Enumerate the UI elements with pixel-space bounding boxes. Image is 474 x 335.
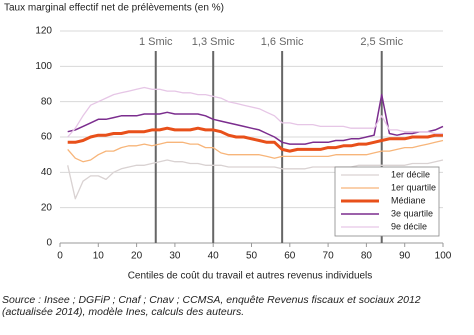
- x-tick-label: 70: [323, 251, 335, 262]
- x-tick-label: 40: [208, 251, 220, 262]
- y-tick-label: 100: [35, 61, 52, 72]
- y-tick-label: 60: [41, 132, 53, 143]
- y-tick-label: 20: [41, 202, 53, 213]
- x-tick-label: 10: [93, 251, 105, 262]
- legend-label: 9e décile: [391, 221, 427, 231]
- x-tick-label: 60: [284, 251, 296, 262]
- source-note: Source : Insee ; DGFiP ; Cnaf ; Cnav ; C…: [2, 294, 421, 318]
- x-tick-label: 30: [169, 251, 181, 262]
- legend-label: 1er décile: [391, 169, 430, 179]
- series-line: [67, 86, 443, 138]
- reference-label: 2,5 Smic: [360, 36, 403, 48]
- x-axis-title: Centiles de coût du travail et autres re…: [128, 271, 373, 282]
- series-line: [67, 139, 444, 163]
- x-tick-label: 100: [435, 251, 452, 262]
- reference-label: 1,3 Smic: [192, 36, 235, 48]
- chart: Taux marginal effectif net de prélèvemen…: [4, 3, 452, 282]
- series-line: [67, 93, 444, 145]
- reference-label: 1 Smic: [139, 36, 173, 48]
- x-tick-label: 0: [57, 251, 63, 262]
- series-line: [67, 126, 443, 153]
- y-tick-label: 0: [46, 238, 52, 249]
- y-tick-label: 80: [41, 96, 53, 107]
- y-tick-label: 120: [35, 26, 52, 37]
- x-tick-label: 80: [361, 251, 373, 262]
- y-tick-label: 40: [41, 167, 53, 178]
- legend-label: 3e quartile: [391, 208, 433, 218]
- x-tick-label: 50: [246, 251, 258, 262]
- legend-label: 1er quartile: [391, 182, 436, 192]
- series-line: [67, 159, 444, 200]
- x-tick-label: 90: [399, 251, 411, 262]
- y-axis-title: Taux marginal effectif net de prélèvemen…: [4, 3, 224, 14]
- legend-label: Médiane: [391, 195, 426, 205]
- reference-label: 1,6 Smic: [261, 36, 304, 48]
- x-tick-label: 20: [131, 251, 143, 262]
